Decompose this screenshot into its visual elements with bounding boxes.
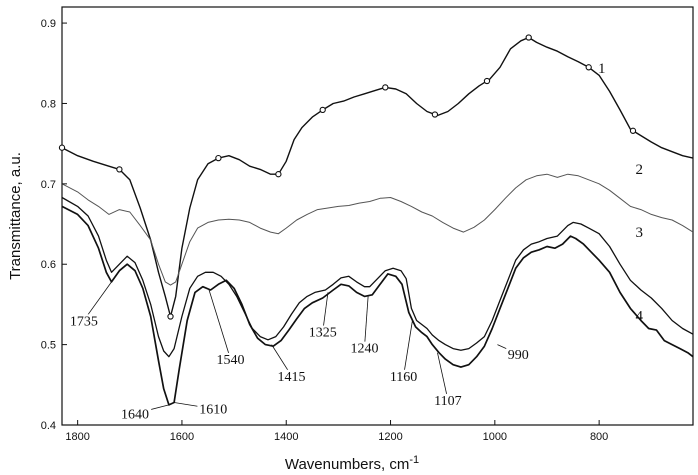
annotation-bg [197, 402, 230, 417]
y-tick-label: 0.5 [41, 340, 56, 352]
annotation-leader [83, 281, 112, 321]
y-axis: 0.4 0.5 0.6 0.7 0.8 0.9 [41, 18, 67, 432]
series-1-marker [585, 64, 592, 71]
series-layer [61, 36, 694, 406]
peak-annotation-1610: 1610 [199, 403, 227, 418]
y-tick-label: 0.7 [41, 179, 56, 191]
y-tick-label: 0.8 [41, 98, 56, 110]
plot-frame [61, 6, 694, 426]
annotation-bg [348, 341, 381, 356]
curve-id-labels: 1 2 3 4 [598, 61, 644, 325]
x-tick-label: 1000 [483, 431, 507, 443]
series-1-marker [167, 313, 174, 320]
y-tick-label: 0.4 [41, 420, 56, 432]
marker-layer [58, 34, 637, 320]
series-3-line [61, 196, 694, 358]
peak-annotation-1160: 1160 [390, 370, 417, 385]
peak-annotation-990: 990 [508, 348, 529, 363]
peak-annotation-1540: 1540 [216, 353, 244, 368]
annotation-leader [208, 289, 231, 360]
x-axis: 1800 1600 1400 1200 1000 800 [65, 420, 608, 443]
y-tick-label: 0.9 [41, 18, 56, 30]
x-tick-label: 1800 [65, 431, 89, 443]
x-axis-title-unit-sup: -1 [409, 454, 419, 466]
curve-label-2: 2 [636, 162, 644, 178]
peak-annotation-1415: 1415 [277, 370, 305, 385]
series-1-marker [483, 77, 491, 85]
annotation-bg [275, 369, 308, 384]
series-1-marker [319, 106, 326, 114]
series-2-line [61, 173, 694, 286]
annotation-bg [214, 352, 247, 367]
peak-annotation-1640: 1640 [121, 408, 149, 423]
x-tick-label: 1400 [274, 431, 298, 443]
curve-label-3: 3 [636, 225, 644, 241]
curve-label-4: 4 [636, 309, 644, 325]
series-1-marker [525, 34, 532, 41]
x-axis-title: Wavenumbers, cm-1 [285, 454, 419, 473]
peak-annotation-1240: 1240 [350, 342, 378, 357]
series-1-marker [58, 144, 66, 151]
y-tick-label: 0.6 [41, 259, 56, 271]
x-tick-label: 1200 [378, 431, 402, 443]
series-1-marker [382, 84, 389, 91]
annotation-leader [322, 292, 329, 332]
annotation-leader [364, 296, 369, 348]
curve-label-1: 1 [598, 61, 606, 77]
annotation-layer: 1735 1640 1610 1540 1415 1325 1240 1160 1107 990 [68, 281, 531, 423]
x-tick-label: 1600 [170, 431, 194, 443]
series-1-marker [116, 166, 123, 173]
annotation-leader [403, 320, 413, 376]
series-1-marker [215, 154, 222, 162]
annotation-bg [506, 348, 531, 363]
annotation-bg [119, 407, 152, 422]
peak-annotation-1325: 1325 [309, 326, 337, 341]
annotation-bg [432, 393, 465, 408]
series-1-marker [431, 111, 439, 118]
series-1-marker [275, 171, 282, 178]
peak-annotation-1735: 1735 [70, 314, 98, 329]
x-tick-label: 800 [590, 431, 608, 443]
series-1-line [61, 36, 694, 318]
x-axis-title-text: Wavenumbers, cm [285, 456, 409, 473]
peak-annotation-1107: 1107 [434, 394, 461, 409]
series-4-line [61, 205, 694, 406]
annotation-leader [437, 352, 449, 400]
annotation-bg [306, 325, 339, 340]
series-1-marker [629, 127, 637, 134]
y-axis-title: Transmittance, a.u. [7, 152, 24, 280]
annotation-bg [387, 369, 420, 384]
annotation-bg [68, 314, 101, 329]
